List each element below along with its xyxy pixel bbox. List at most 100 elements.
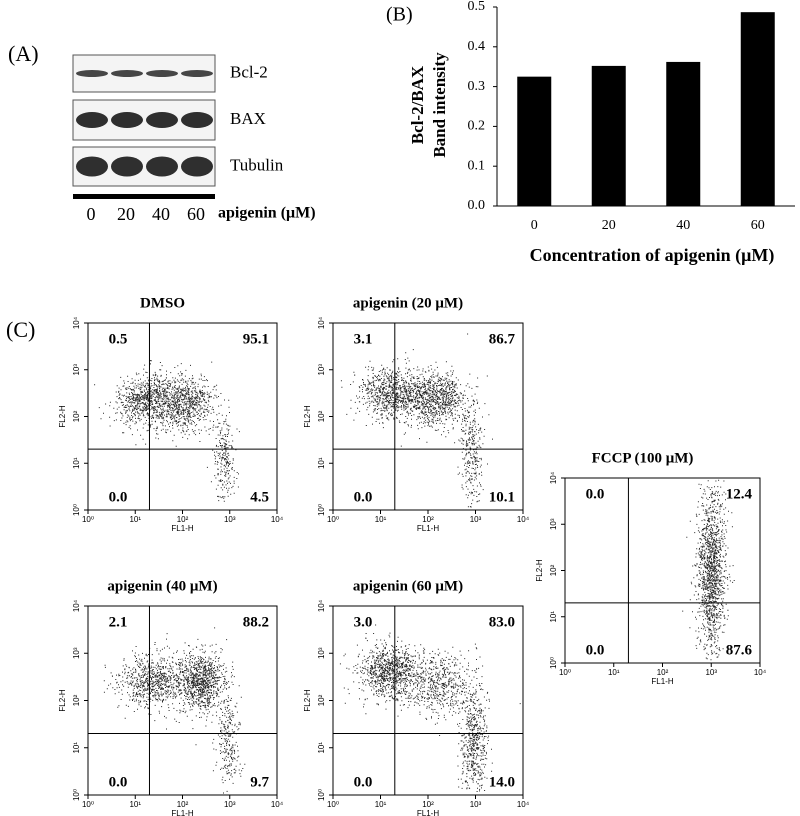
y-tick-label: 10⁴ [317,599,326,612]
x-tick-label: 10¹ [375,800,387,809]
y-tick-label: 10¹ [72,457,81,469]
y-tick-label: 10³ [317,364,326,376]
plot-title: DMSO [140,295,185,311]
quadrant-percent: 14.0 [489,774,515,790]
blot-band [76,70,108,77]
y-tick-label: 10² [72,694,81,706]
x-tick-label: 20 [602,218,616,233]
lane-label: 60 [187,204,205,224]
quadrant-percent: 3.1 [354,331,373,347]
band-label: BAX [230,109,266,128]
x-tick-label: 10¹ [129,800,141,809]
band-label: Tubulin [230,155,284,174]
plot-frame [332,322,524,511]
x-axis-label: FL1-H [171,524,193,533]
y-axis-label: Bcl-2/BAX [408,65,427,144]
plot-frame [332,605,524,796]
quadrant-percent: 0.0 [109,489,128,505]
lane-label: 40 [152,204,170,224]
panel-label: (A) [8,41,39,66]
y-tick-label: 10⁴ [72,316,81,329]
y-tick-label: 10⁰ [317,504,326,516]
panel-label: (C) [6,317,35,342]
quadrant-percent: 3.0 [354,614,373,630]
y-axis-label: FL2-H [535,559,544,581]
quadrant-percent: 0.0 [109,774,128,790]
quadrant-percent: 0.0 [354,489,373,505]
plot-frame [564,477,761,664]
x-tick-label: 10⁴ [517,800,530,809]
quadrant-percent: 88.2 [243,614,269,630]
y-tick-label: 0.0 [468,198,486,213]
blot-band [146,70,178,77]
quadrant-percent: 2.1 [109,614,128,630]
event-density [682,479,735,661]
x-tick-label: 10¹ [375,515,387,524]
y-tick-label: 0.2 [468,119,486,134]
y-tick-label: 10³ [72,647,81,659]
event-density [94,360,240,502]
quadrant-percent: 86.7 [489,331,516,347]
quadrant-percent: 0.0 [586,486,605,502]
x-axis-label: FL1-H [171,809,193,816]
y-axis-label: Band intensity [430,52,449,158]
x-tick-label: 10¹ [608,668,620,677]
plot-title: apigenin (20 μM) [353,295,463,311]
y-tick-label: 10² [317,410,326,422]
x-tick-label: 40 [676,218,690,233]
y-tick-label: 10³ [72,364,81,376]
bar [666,61,701,207]
y-tick-label: 0.1 [468,158,486,173]
blot-band [76,112,108,128]
x-tick-label: 10² [657,668,669,677]
x-tick-label: 10¹ [129,515,141,524]
y-tick-label: 10¹ [317,457,326,469]
bar [591,65,626,207]
y-tick-label: 10² [549,564,558,576]
event-density [103,627,246,794]
blot-band [111,156,143,177]
x-tick-label: 10³ [470,515,482,524]
y-tick-label: 10⁴ [72,599,81,612]
blot-band [181,156,213,177]
y-tick-label: 10⁰ [72,789,81,801]
y-tick-label: 10⁰ [317,789,326,801]
y-tick-label: 0.3 [468,79,486,94]
x-tick-label: 10³ [224,515,236,524]
quadrant-percent: 95.1 [243,331,269,347]
blot-band [111,70,143,77]
x-axis-label: FL1-H [417,809,439,816]
x-tick-label: 10⁰ [82,515,94,524]
plot-title: apigenin (40 μM) [107,578,217,594]
y-tick-label: 10¹ [72,742,81,754]
quadrant-percent: 83.0 [489,614,515,630]
blot-band [76,156,108,177]
lane-title: apigenin (μM) [218,205,316,222]
quadrant-percent: 10.1 [489,489,515,505]
x-tick-label: 10³ [224,800,236,809]
y-tick-label: 10³ [549,518,558,530]
x-tick-label: 10² [422,515,434,524]
x-tick-label: 10² [422,800,434,809]
x-axis-label: FL1-H [651,677,673,686]
x-tick-label: 10⁰ [327,515,339,524]
bar [517,76,552,207]
blot-band [146,112,178,128]
y-tick-label: 10⁰ [72,504,81,516]
x-tick-label: 10⁰ [327,800,339,809]
y-tick-label: 10³ [317,647,326,659]
y-axis-label: FL2-H [58,689,67,711]
y-tick-label: 10⁰ [549,657,558,669]
y-tick-label: 10² [317,694,326,706]
quadrant-percent: 0.0 [586,642,605,658]
panel-label: (B) [386,4,413,26]
x-tick-label: 0 [531,218,538,233]
plot-title: FCCP (100 μM) [592,450,694,466]
plot-frame [87,322,278,511]
x-tick-label: 10² [177,515,189,524]
x-tick-label: 60 [751,218,765,233]
plot-frame [87,605,278,796]
plot-title: apigenin (60 μM) [353,578,463,594]
y-tick-label: 10¹ [549,611,558,623]
